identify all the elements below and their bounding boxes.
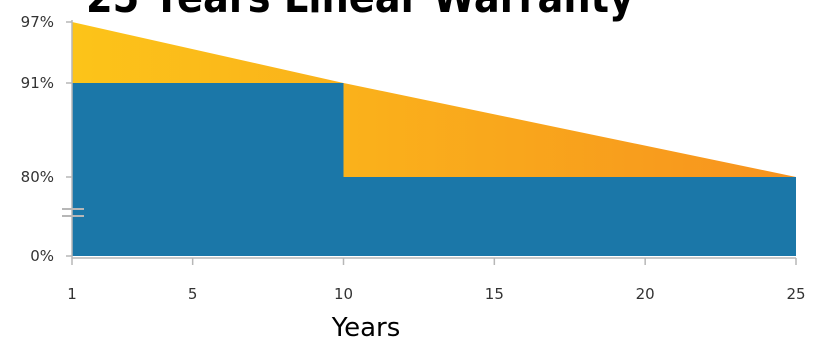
x-tick-label: 10 <box>334 285 353 303</box>
x-tick-label: 1 <box>67 285 77 303</box>
plot-area: 0%80%91%97%1 5 10 15 20 25 <box>21 13 806 303</box>
x-tick-label: 15 <box>485 285 504 303</box>
y-tick-label: 80% <box>21 168 54 186</box>
y-tick-label: 0% <box>30 247 54 265</box>
step-warranty-area <box>72 83 796 256</box>
x-tick-label: 5 <box>188 285 198 303</box>
x-axis-label: Years <box>331 313 401 340</box>
chart-title: 25 Years Linear Warranty <box>86 0 634 23</box>
x-tick-label: 25 <box>786 285 805 303</box>
y-tick-label: 97% <box>21 13 54 31</box>
y-tick-label: 91% <box>21 74 54 92</box>
x-tick-label: 20 <box>636 285 655 303</box>
